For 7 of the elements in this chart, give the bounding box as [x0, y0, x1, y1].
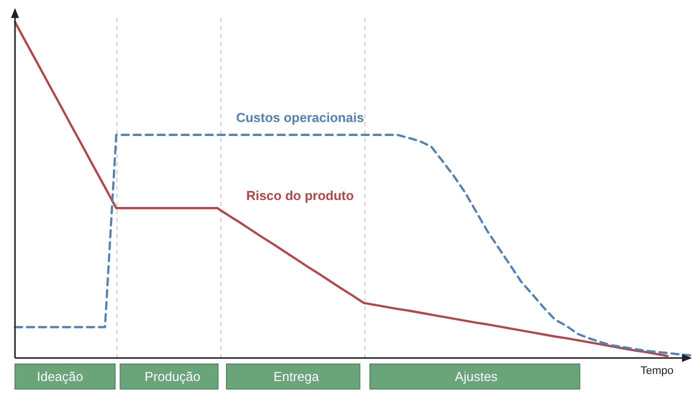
x-tick-label: Ideação: [36, 369, 84, 384]
x-axis-title: Tempo: [640, 365, 674, 377]
series-label: Custos operacionais: [236, 110, 364, 125]
series-label: Risco do produto: [246, 188, 354, 203]
x-tick-label: Ajustes: [454, 369, 498, 384]
x-tick-label: Entrega: [273, 369, 320, 384]
x-tick-label: Produção: [144, 369, 200, 384]
